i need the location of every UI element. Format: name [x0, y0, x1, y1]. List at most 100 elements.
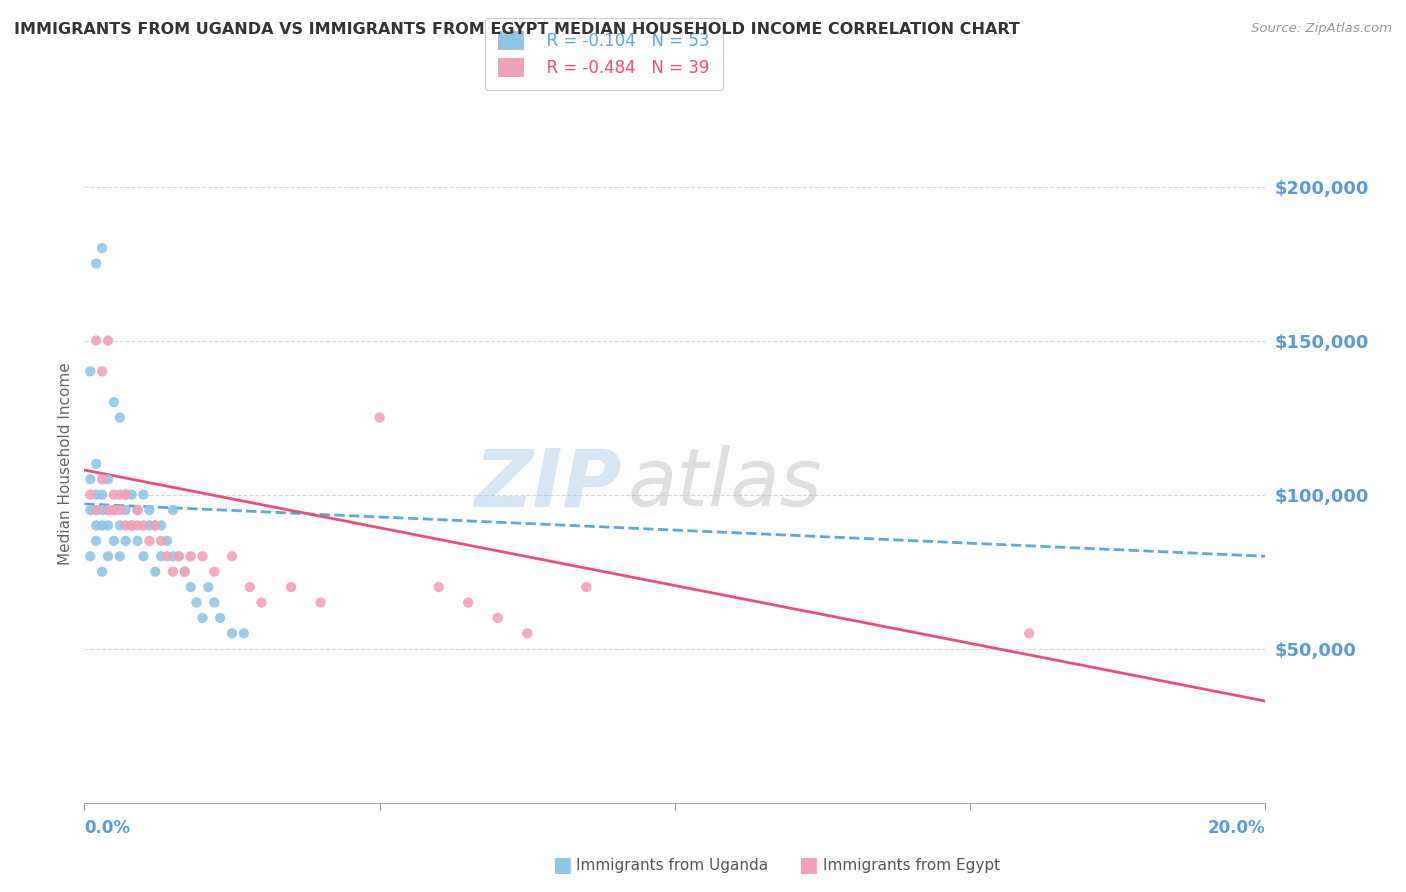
Text: atlas: atlas — [627, 445, 823, 524]
Point — [121, 488, 143, 502]
Point — [103, 533, 125, 548]
Point — [84, 334, 107, 348]
Point — [309, 595, 332, 609]
Point — [91, 472, 114, 486]
Point — [173, 565, 195, 579]
Point — [79, 472, 101, 486]
Point — [191, 611, 214, 625]
Point — [108, 503, 131, 517]
Point — [103, 503, 125, 517]
Point — [127, 518, 149, 533]
Point — [114, 503, 136, 517]
Point — [114, 518, 136, 533]
Point — [202, 595, 225, 609]
Point — [103, 395, 125, 409]
Point — [197, 580, 219, 594]
Point — [186, 595, 208, 609]
Point — [114, 488, 136, 502]
Point — [91, 488, 114, 502]
Point — [167, 549, 190, 564]
Point — [156, 549, 179, 564]
Point — [180, 580, 202, 594]
Point — [280, 580, 302, 594]
Point — [121, 518, 143, 533]
Point — [91, 565, 114, 579]
Point — [167, 549, 190, 564]
Point — [209, 611, 232, 625]
Point — [143, 518, 166, 533]
Point — [138, 503, 160, 517]
Point — [108, 488, 131, 502]
Point — [103, 503, 125, 517]
Point — [191, 549, 214, 564]
Point — [79, 503, 101, 517]
Point — [162, 503, 184, 517]
Point — [97, 503, 120, 517]
Point — [180, 549, 202, 564]
Text: 0.0%: 0.0% — [84, 820, 131, 838]
Point — [91, 364, 114, 378]
Point — [1018, 626, 1040, 640]
Point — [143, 518, 166, 533]
Point — [221, 549, 243, 564]
Point — [150, 533, 173, 548]
Legend:   R = -0.104   N = 53,   R = -0.484   N = 39: R = -0.104 N = 53, R = -0.484 N = 39 — [485, 18, 723, 90]
Point — [162, 565, 184, 579]
Point — [202, 565, 225, 579]
Point — [575, 580, 598, 594]
Point — [457, 595, 479, 609]
Point — [150, 518, 173, 533]
Point — [150, 549, 173, 564]
Point — [97, 549, 120, 564]
Point — [427, 580, 450, 594]
Point — [84, 256, 107, 270]
Point — [97, 518, 120, 533]
Point — [84, 488, 107, 502]
Text: ■: ■ — [553, 855, 572, 875]
Point — [84, 457, 107, 471]
Point — [97, 334, 120, 348]
Point — [173, 565, 195, 579]
Point — [127, 503, 149, 517]
Point — [97, 503, 120, 517]
Point — [91, 241, 114, 255]
Point — [79, 488, 101, 502]
Point — [108, 549, 131, 564]
Point — [91, 503, 114, 517]
Text: IMMIGRANTS FROM UGANDA VS IMMIGRANTS FROM EGYPT MEDIAN HOUSEHOLD INCOME CORRELAT: IMMIGRANTS FROM UGANDA VS IMMIGRANTS FRO… — [14, 22, 1019, 37]
Y-axis label: Median Household Income: Median Household Income — [58, 362, 73, 566]
Text: Source: ZipAtlas.com: Source: ZipAtlas.com — [1251, 22, 1392, 36]
Text: Immigrants from Egypt: Immigrants from Egypt — [823, 858, 1000, 872]
Point — [84, 503, 107, 517]
Point — [97, 472, 120, 486]
Point — [156, 533, 179, 548]
Point — [221, 626, 243, 640]
Point — [103, 488, 125, 502]
Point — [132, 488, 155, 502]
Point — [250, 595, 273, 609]
Point — [91, 518, 114, 533]
Point — [138, 518, 160, 533]
Point — [84, 533, 107, 548]
Point — [114, 488, 136, 502]
Point — [486, 611, 509, 625]
Point — [132, 518, 155, 533]
Point — [84, 518, 107, 533]
Point — [232, 626, 254, 640]
Point — [108, 410, 131, 425]
Point — [108, 518, 131, 533]
Point — [127, 533, 149, 548]
Point — [84, 503, 107, 517]
Point — [516, 626, 538, 640]
Point — [138, 533, 160, 548]
Point — [143, 565, 166, 579]
Point — [162, 549, 184, 564]
Point — [132, 549, 155, 564]
Point — [239, 580, 262, 594]
Point — [121, 518, 143, 533]
Text: 20.0%: 20.0% — [1208, 820, 1265, 838]
Point — [127, 503, 149, 517]
Point — [79, 549, 101, 564]
Point — [368, 410, 391, 425]
Point — [79, 364, 101, 378]
